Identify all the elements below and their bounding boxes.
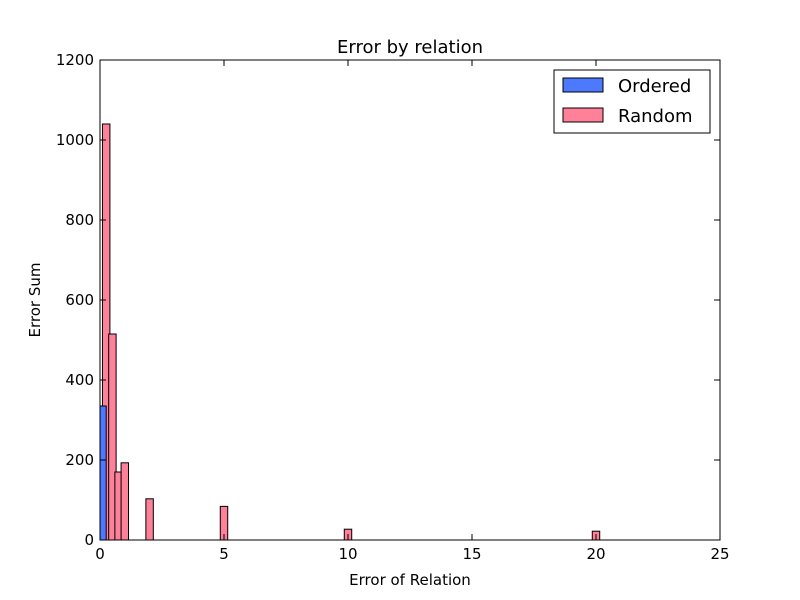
bar-random-3 xyxy=(120,462,130,541)
x-axis-label: Error of Relation xyxy=(349,571,471,589)
legend: Ordered Random xyxy=(553,69,711,134)
legend-swatch-random xyxy=(562,107,604,123)
y-tick-label: 600 xyxy=(65,291,94,309)
x-tick-label: 25 xyxy=(710,545,729,563)
chart-title: Error by relation xyxy=(337,37,483,58)
y-tick-label: 400 xyxy=(65,371,94,389)
legend-label-ordered: Ordered xyxy=(618,76,691,97)
legend-label-random: Random xyxy=(618,106,693,127)
y-tick-label: 0 xyxy=(84,531,94,549)
plot-frame xyxy=(99,59,721,541)
y-tick-label: 800 xyxy=(65,211,94,229)
ticks-layer: 0 5 10 15 20 25 0 200 400 600 800 1000 1200 xyxy=(56,51,730,563)
y-tick-label: 200 xyxy=(65,451,94,469)
y-tick-label: 1200 xyxy=(56,51,94,69)
bar-ordered-0 xyxy=(99,405,107,541)
x-tick-label: 15 xyxy=(462,545,481,563)
x-tick-label: 5 xyxy=(219,545,229,563)
x-tick-label: 20 xyxy=(586,545,605,563)
x-tick-label: 10 xyxy=(338,545,357,563)
y-axis-label: Error Sum xyxy=(26,263,44,338)
x-tick-label: 0 xyxy=(95,545,105,563)
y-tick-label: 1000 xyxy=(56,131,94,149)
legend-swatch-ordered xyxy=(562,77,604,93)
bar-random-4 xyxy=(145,498,154,541)
